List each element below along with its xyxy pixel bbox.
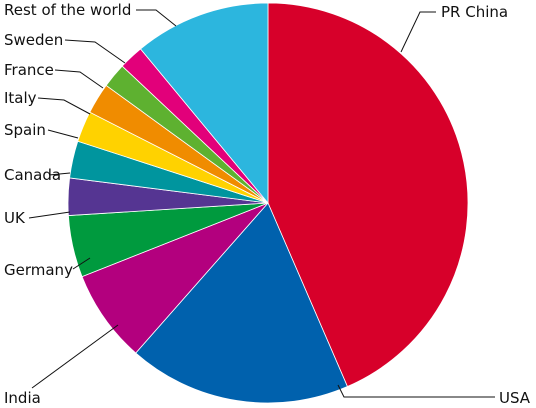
leader-line-uk [28, 211, 71, 219]
leader-line-canada [48, 172, 71, 176]
leader-line-pr-china [400, 11, 436, 53]
leader-lines [28, 9, 495, 398]
pie-slices [67, 2, 469, 404]
slice-label-canada: Canada [4, 166, 61, 184]
slice-label-sweden: Sweden [4, 31, 63, 49]
leader-line-sweden [64, 39, 126, 64]
leader-line-usa [337, 384, 495, 398]
leader-line-germany [72, 257, 91, 270]
slice-label-spain: Spain [4, 121, 46, 139]
slice-label-uk: UK [4, 209, 26, 227]
leader-line-india [31, 324, 119, 389]
slice-label-italy: Italy [4, 89, 37, 107]
pie-slice-usa [135, 202, 348, 404]
leader-line-italy [37, 97, 91, 115]
pie-slice-rest-of-the-world [139, 2, 269, 205]
slice-label-rest-of-the-world: Rest of the world [4, 1, 131, 19]
slice-label-germany: Germany [4, 261, 73, 279]
pie-slice-pr-china [267, 2, 469, 388]
slice-label-usa: USA [499, 389, 531, 407]
slice-label-pr-china: PR China [441, 3, 508, 21]
slice-label-india: India [4, 389, 41, 407]
slice-labels: PR China USA India Germany UK Canada Spain Ital… [4, 1, 531, 407]
leader-line-france [54, 69, 104, 89]
leader-line-spain [47, 129, 79, 139]
slice-label-france: France [4, 61, 54, 79]
leader-line-rest-of-the-world [136, 9, 177, 27]
